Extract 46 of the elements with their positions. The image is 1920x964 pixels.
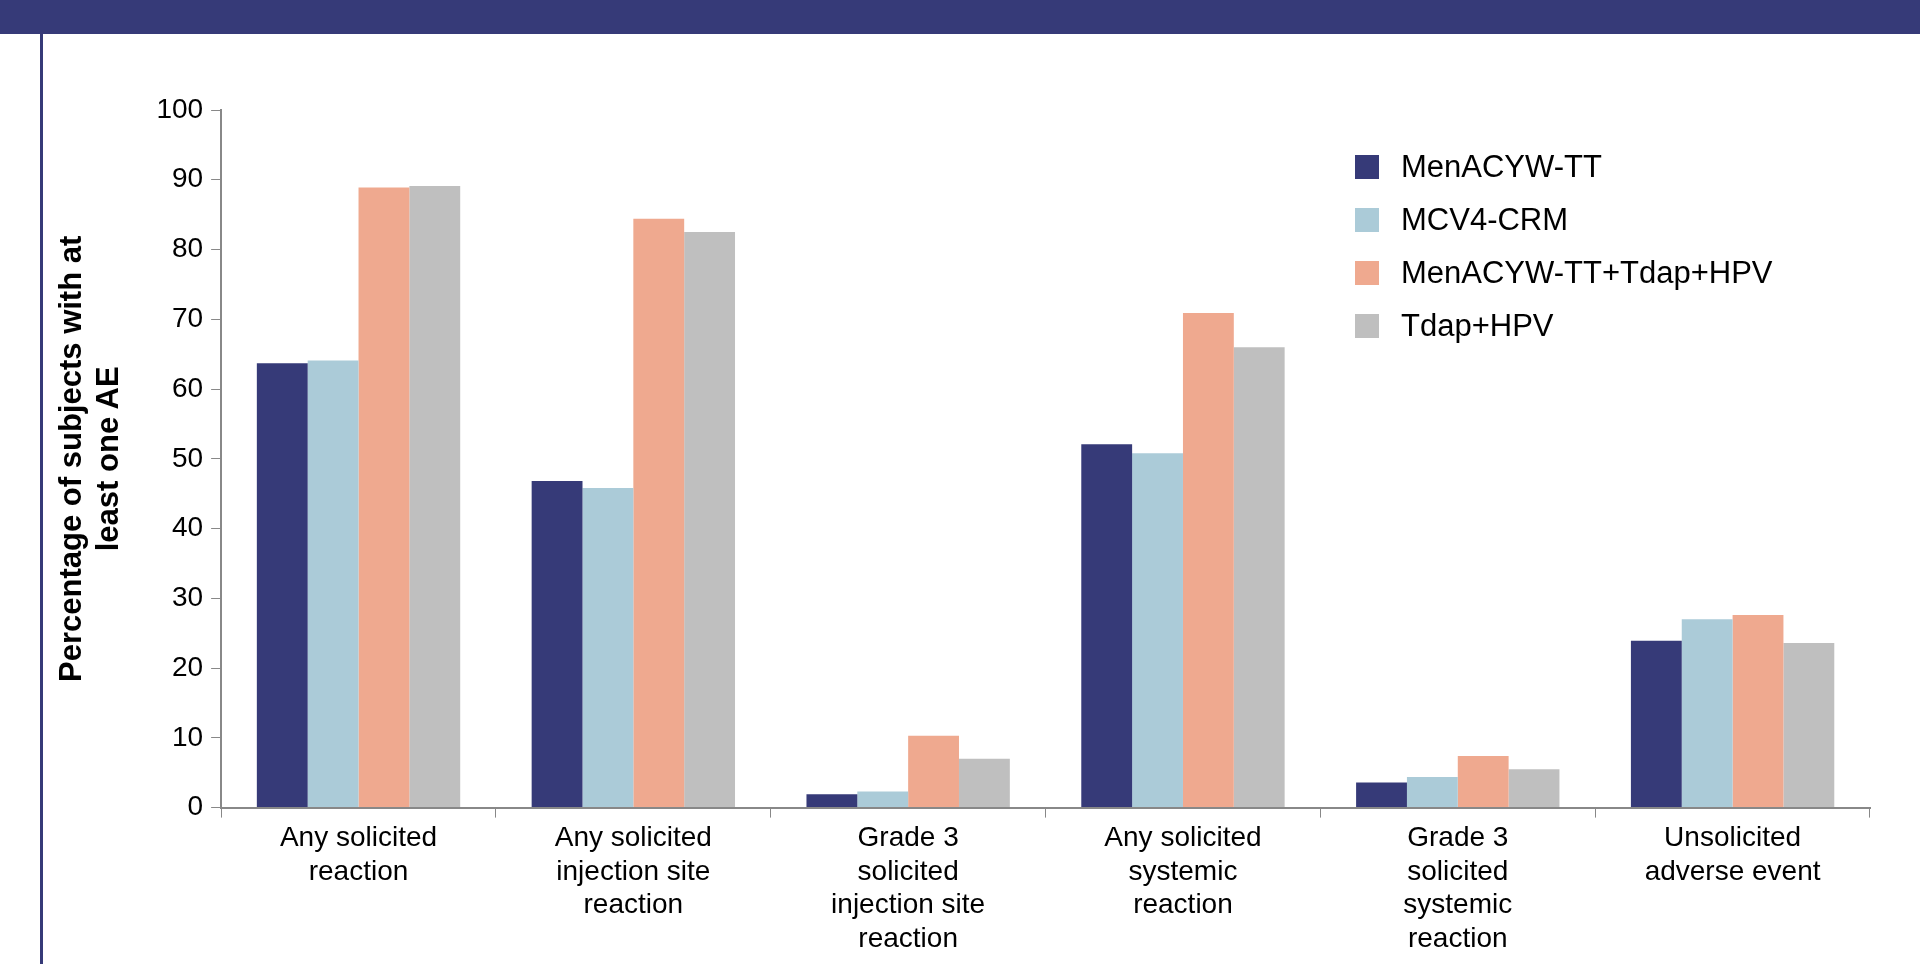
- y-tick-label: 40: [171, 511, 204, 543]
- x-tick-label: Grade 3 solicited injection site reaction: [831, 821, 986, 953]
- y-tick-label: 50: [171, 441, 204, 473]
- y-tick-label: 80: [171, 232, 204, 264]
- bar: [857, 791, 909, 808]
- y-axis-title: Percentage of subjects with at least one AE: [53, 235, 126, 682]
- bar: [684, 232, 736, 808]
- bar: [1081, 444, 1133, 808]
- bar: [582, 488, 634, 808]
- y-tick-label: 100: [156, 92, 204, 124]
- bar: [1406, 776, 1458, 808]
- bar: [1630, 640, 1682, 808]
- y-tick-label: 90: [171, 162, 204, 194]
- bar: [806, 794, 858, 808]
- bar: [531, 481, 583, 808]
- x-tick-label: Unsolicited adverse event: [1644, 821, 1821, 886]
- x-tick-label: Any solicited reaction: [279, 821, 438, 886]
- x-tick-label: Grade 3 solicited systemic reaction: [1403, 821, 1513, 953]
- legend-label: MCV4-CRM: [1401, 201, 1569, 238]
- bar: [958, 758, 1010, 808]
- bar: [633, 218, 685, 808]
- bar: [1182, 313, 1234, 808]
- x-tick-label: Any solicited systemic reaction: [1104, 821, 1262, 920]
- legend-label: MenACYW-TT: [1401, 148, 1602, 185]
- bar: [1457, 755, 1509, 808]
- y-tick-label: 10: [171, 720, 204, 752]
- legend-label: MenACYW-TT+Tdap+HPV: [1401, 254, 1773, 291]
- bar: [1233, 347, 1285, 808]
- bar: [409, 186, 461, 808]
- bar: [908, 735, 959, 808]
- bar: [1732, 615, 1784, 808]
- y-tick-label: 30: [171, 581, 204, 613]
- bar: [307, 360, 359, 808]
- y-tick-label: 70: [171, 302, 204, 333]
- y-tick-label: 0: [187, 790, 204, 822]
- legend-label: Tdap+HPV: [1401, 307, 1554, 344]
- y-tick-label: 20: [171, 650, 204, 682]
- bar: [1356, 782, 1407, 808]
- bar: [256, 363, 308, 808]
- y-tick-label: 60: [171, 371, 204, 403]
- x-tick-label: Any solicited injection site reaction: [554, 821, 712, 920]
- bar: [1132, 453, 1183, 808]
- bar: [1508, 769, 1560, 808]
- bar: [1681, 619, 1733, 808]
- bar: [358, 187, 410, 808]
- bar: [1783, 642, 1835, 808]
